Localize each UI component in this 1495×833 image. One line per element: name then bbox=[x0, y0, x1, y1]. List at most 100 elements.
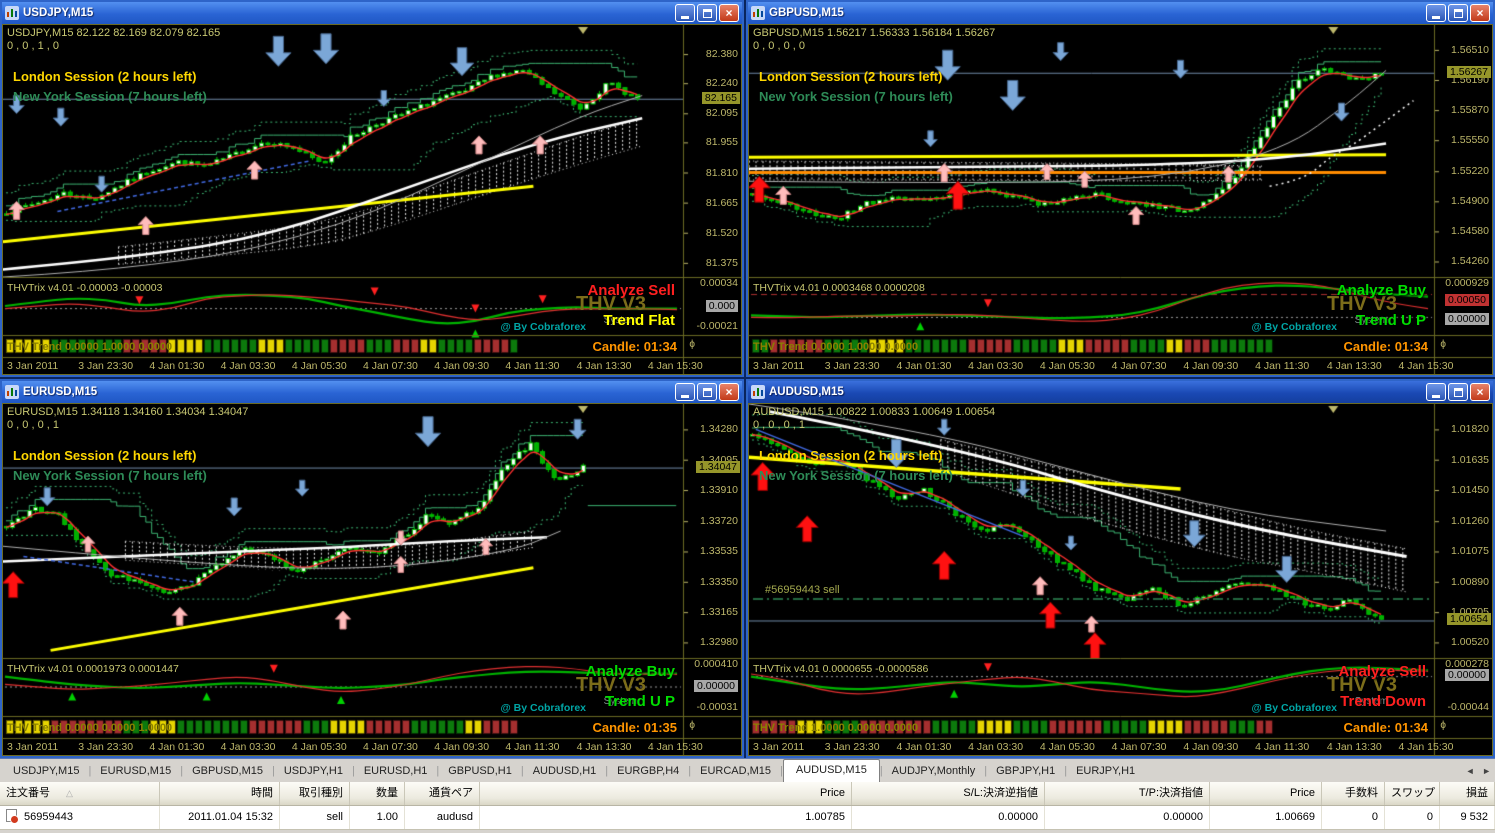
order-document-icon bbox=[6, 809, 19, 824]
chart-window-icon bbox=[5, 6, 19, 20]
tab-gbpusd-h1[interactable]: GBPUSD,H1 bbox=[448, 765, 512, 777]
tab-separator: | bbox=[1064, 765, 1068, 777]
close-button[interactable]: × bbox=[1470, 4, 1490, 22]
audusd-m15-chart-canvas[interactable] bbox=[749, 404, 1492, 755]
tab-eurgbp-h4[interactable]: EURGBP,H4 bbox=[617, 765, 680, 777]
minimize-icon bbox=[1432, 395, 1440, 398]
trade-cell-7: 0.00000 bbox=[1045, 806, 1210, 829]
window-audusd-m15: AUDUSD,M15 × AUDUSD,M15 1.00822 1.00833 … bbox=[746, 379, 1495, 758]
trade-cell-0: 56959443 bbox=[0, 806, 160, 829]
close-button[interactable]: × bbox=[719, 383, 739, 401]
tab-scroll-arrows: ◄ ► bbox=[1461, 766, 1491, 782]
tab-separator: | bbox=[984, 765, 988, 777]
tab-audusd-m15[interactable]: AUDUSD,M15 bbox=[782, 759, 880, 782]
tab-scroll-right[interactable]: ► bbox=[1482, 766, 1491, 776]
chart-tab-bar: USDJPY,M15 | EURUSD,M15 | GBPUSD,M15 | USDJPY,… bbox=[0, 758, 1495, 782]
tab-separator: | bbox=[351, 765, 355, 777]
close-button[interactable]: × bbox=[719, 4, 739, 22]
tab-eurjpy-h1[interactable]: EURJPY,H1 bbox=[1076, 765, 1136, 777]
maximize-icon bbox=[1453, 8, 1463, 18]
tab-eurusd-m15[interactable]: EURUSD,M15 bbox=[100, 765, 172, 777]
column-header-4[interactable]: 通貨ペア bbox=[405, 782, 480, 805]
window-eurusd-m15: EURUSD,M15 × EURUSD,M15 1.34118 1.34160 … bbox=[0, 379, 744, 758]
chart-window-icon bbox=[751, 385, 765, 399]
tab-gbpusd-m15[interactable]: GBPUSD,M15 bbox=[192, 765, 263, 777]
column-header-3[interactable]: 数量 bbox=[350, 782, 405, 805]
titlebar-usdjpy[interactable]: USDJPY,M15 × bbox=[2, 2, 742, 24]
chart-window-icon bbox=[751, 6, 765, 20]
trade-table-row[interactable]: 56959443 2011.01.04 15:32 sell 1.00 audusd 1.… bbox=[0, 806, 1495, 830]
maximize-button[interactable] bbox=[697, 4, 717, 22]
column-header-11[interactable]: 損益 bbox=[1440, 782, 1495, 805]
tab-eurusd-h1[interactable]: EURUSD,H1 bbox=[363, 765, 428, 777]
window-gbpusd-m15: GBPUSD,M15 × GBPUSD,M15 1.56217 1.56333 … bbox=[746, 0, 1495, 377]
tab-separator: | bbox=[605, 765, 609, 777]
titlebar-gbpusd[interactable]: GBPUSD,M15 × bbox=[748, 2, 1493, 24]
maximize-icon bbox=[702, 8, 712, 18]
eurusd-m15-chart-canvas[interactable] bbox=[3, 404, 741, 755]
tab-scroll-left[interactable]: ◄ bbox=[1465, 766, 1475, 776]
window-title: USDJPY,M15 bbox=[23, 7, 94, 19]
minimize-button[interactable] bbox=[1426, 4, 1446, 22]
column-header-6[interactable]: S/L:決済逆指値 bbox=[852, 782, 1045, 805]
tab-eurcad-m15[interactable]: EURCAD,M15 bbox=[700, 765, 772, 777]
close-icon: × bbox=[725, 385, 733, 399]
maximize-button[interactable] bbox=[1448, 383, 1468, 401]
chart-body-eurusd: EURUSD,M15 1.34118 1.34160 1.34034 1.340… bbox=[2, 403, 742, 756]
minimize-button[interactable] bbox=[675, 383, 695, 401]
column-header-5[interactable]: Price bbox=[480, 782, 852, 805]
tab-usdjpy-m15[interactable]: USDJPY,M15 bbox=[13, 765, 80, 777]
close-icon: × bbox=[1476, 6, 1484, 20]
maximize-icon bbox=[1453, 387, 1463, 397]
maximize-button[interactable] bbox=[697, 383, 717, 401]
window-title: EURUSD,M15 bbox=[23, 386, 98, 398]
tab-separator: | bbox=[780, 765, 783, 777]
trade-cell-3: 1.00 bbox=[350, 806, 405, 829]
window-title: AUDUSD,M15 bbox=[769, 386, 844, 398]
titlebar-audusd[interactable]: AUDUSD,M15 × bbox=[748, 381, 1493, 403]
tab-separator: | bbox=[180, 765, 184, 777]
trade-cell-9: 0 bbox=[1322, 806, 1385, 829]
tab-separator: | bbox=[879, 765, 883, 777]
titlebar-eurusd[interactable]: EURUSD,M15 × bbox=[2, 381, 742, 403]
tab-gbpjpy-h1[interactable]: GBPJPY,H1 bbox=[996, 765, 1056, 777]
column-header-10[interactable]: スワップ bbox=[1385, 782, 1440, 805]
column-header-1[interactable]: 時間 bbox=[160, 782, 280, 805]
close-icon: × bbox=[725, 6, 733, 20]
minimize-icon bbox=[1432, 16, 1440, 19]
trade-cell-6: 0.00000 bbox=[852, 806, 1045, 829]
trade-cell-5: 1.00785 bbox=[480, 806, 852, 829]
sort-ascending-icon: △ bbox=[66, 788, 73, 798]
minimize-icon bbox=[681, 395, 689, 398]
minimize-button[interactable] bbox=[1426, 383, 1446, 401]
close-icon: × bbox=[1476, 385, 1484, 399]
maximize-button[interactable] bbox=[1448, 4, 1468, 22]
trade-cell-1: 2011.01.04 15:32 bbox=[160, 806, 280, 829]
chart-workspace: USDJPY,M15 × USDJPY,M15 82.122 82.169 82… bbox=[0, 0, 1495, 758]
minimize-button[interactable] bbox=[675, 4, 695, 22]
tab-audusd-h1[interactable]: AUDUSD,H1 bbox=[532, 765, 597, 777]
tab-audjpy-monthly[interactable]: AUDJPY,Monthly bbox=[891, 765, 976, 777]
tab-separator: | bbox=[436, 765, 440, 777]
trade-cell-4: audusd bbox=[405, 806, 480, 829]
column-header-7[interactable]: T/P:決済指値 bbox=[1045, 782, 1210, 805]
trade-table-header: 注文番号 △ 時間 取引種別 数量 通貨ペア Price S/L:決済逆指値 T/P:決済指値 P… bbox=[0, 782, 1495, 806]
trade-cell-11: 9 532 bbox=[1440, 806, 1495, 829]
tab-separator: | bbox=[688, 765, 692, 777]
usdjpy-m15-chart-canvas[interactable] bbox=[3, 25, 741, 374]
chart-window-icon bbox=[5, 385, 19, 399]
maximize-icon bbox=[702, 387, 712, 397]
tab-usdjpy-h1[interactable]: USDJPY,H1 bbox=[283, 765, 343, 777]
gbpusd-m15-chart-canvas[interactable] bbox=[749, 25, 1492, 374]
tab-separator: | bbox=[271, 765, 275, 777]
close-button[interactable]: × bbox=[1470, 383, 1490, 401]
column-header-0[interactable]: 注文番号 △ bbox=[0, 782, 160, 805]
column-header-2[interactable]: 取引種別 bbox=[280, 782, 350, 805]
tab-separator: | bbox=[88, 765, 92, 777]
chart-body-audusd: AUDUSD,M15 1.00822 1.00833 1.00649 1.006… bbox=[748, 403, 1493, 756]
column-header-9[interactable]: 手数料 bbox=[1322, 782, 1385, 805]
trade-cell-8: 1.00669 bbox=[1210, 806, 1322, 829]
window-title: GBPUSD,M15 bbox=[769, 7, 844, 19]
column-header-8[interactable]: Price bbox=[1210, 782, 1322, 805]
